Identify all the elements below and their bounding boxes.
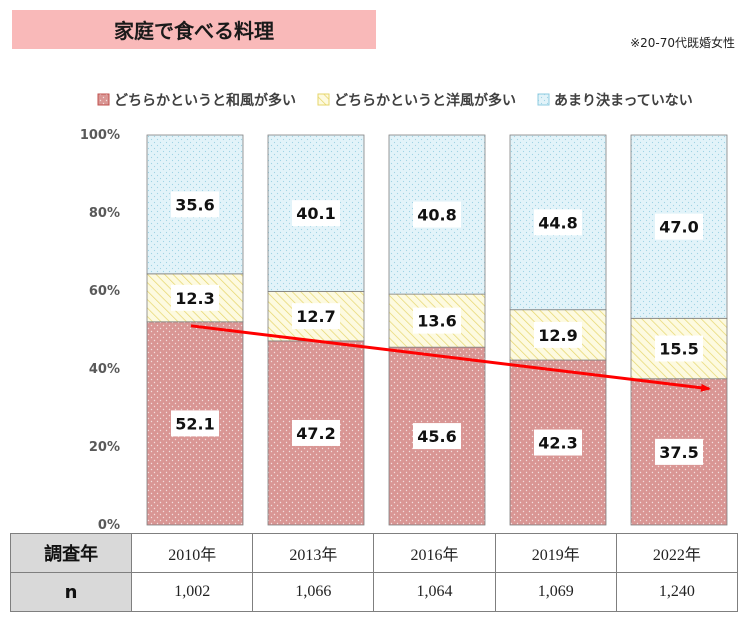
data-label: 12.9 bbox=[538, 326, 577, 345]
data-label-box bbox=[413, 201, 461, 228]
data-label: 35.6 bbox=[175, 195, 214, 214]
year-header: 調査年 bbox=[9, 533, 133, 573]
stacked-bar-chart: どちらかというと和風が多い どちらかというと洋風が多い あまり決まっていない 0% 2… bbox=[80, 92, 728, 533]
data-label: 47.0 bbox=[659, 218, 698, 237]
n-cell: 1,240 bbox=[615, 572, 739, 612]
data-label: 40.8 bbox=[417, 206, 456, 225]
data-label-box bbox=[534, 209, 582, 236]
legend-entry: どちらかというと洋風が多い bbox=[334, 92, 516, 109]
year-cell: 2013年 bbox=[252, 533, 375, 573]
data-label-box bbox=[655, 335, 703, 362]
legend-swatch bbox=[537, 93, 550, 106]
data-label: 37.5 bbox=[659, 443, 698, 462]
data-label: 12.3 bbox=[175, 289, 214, 308]
year-cell: 2010年 bbox=[131, 533, 254, 573]
data-label-box bbox=[413, 307, 461, 334]
data-label: 40.1 bbox=[296, 204, 335, 223]
n-cell: 1,002 bbox=[131, 572, 254, 612]
y-tick-label: 40% bbox=[89, 362, 120, 377]
data-label: 15.5 bbox=[659, 340, 698, 359]
data-label-box bbox=[413, 423, 461, 450]
legend-entry: あまり決まっていない bbox=[554, 92, 693, 109]
n-cell: 1,066 bbox=[252, 572, 375, 612]
y-tick-label: 100% bbox=[80, 128, 120, 143]
data-label-box bbox=[292, 419, 340, 446]
data-label-box bbox=[534, 321, 582, 348]
trend-arrow bbox=[190, 324, 711, 392]
n-cell: 1,069 bbox=[494, 572, 617, 612]
n-cell: 1,064 bbox=[373, 572, 496, 612]
y-tick-label: 80% bbox=[89, 206, 120, 221]
data-label: 52.1 bbox=[175, 414, 214, 433]
data-label-box bbox=[655, 438, 703, 465]
y-tick-label: 0% bbox=[98, 518, 120, 533]
data-label-box bbox=[171, 410, 219, 437]
data-label: 47.2 bbox=[296, 424, 335, 443]
data-label: 44.8 bbox=[538, 213, 577, 232]
sample-note: ※20-70代既婚女性 bbox=[630, 36, 735, 50]
data-label: 13.6 bbox=[417, 312, 456, 331]
year-row: 調査年 2010年 2013年 2016年 2019年 2022年 bbox=[9, 533, 739, 573]
legend-swatch bbox=[97, 93, 110, 106]
n-row: n 1,002 1,066 1,064 1,069 1,240 bbox=[9, 572, 739, 612]
data-label-box bbox=[171, 191, 219, 218]
year-cell: 2022年 bbox=[615, 533, 739, 573]
data-label-box bbox=[655, 213, 703, 240]
legend-swatch bbox=[317, 93, 330, 106]
year-cell: 2019年 bbox=[494, 533, 617, 573]
y-tick-label: 20% bbox=[89, 440, 120, 455]
y-tick-label: 60% bbox=[89, 284, 120, 299]
legend-entry: どちらかというと和風が多い bbox=[114, 92, 296, 109]
n-header: n bbox=[9, 572, 133, 612]
data-label-box bbox=[292, 303, 340, 330]
data-label-box bbox=[534, 429, 582, 456]
data-label: 12.7 bbox=[296, 307, 335, 326]
data-label: 45.6 bbox=[417, 427, 456, 446]
year-cell: 2016年 bbox=[373, 533, 496, 573]
data-label-box bbox=[171, 284, 219, 311]
chart-title: 家庭で食べる料理 bbox=[12, 10, 376, 49]
survey-info-table: 調査年 2010年 2013年 2016年 2019年 2022年 n 1,00… bbox=[9, 533, 739, 612]
data-label: 42.3 bbox=[538, 434, 577, 453]
data-label-box bbox=[292, 200, 340, 227]
